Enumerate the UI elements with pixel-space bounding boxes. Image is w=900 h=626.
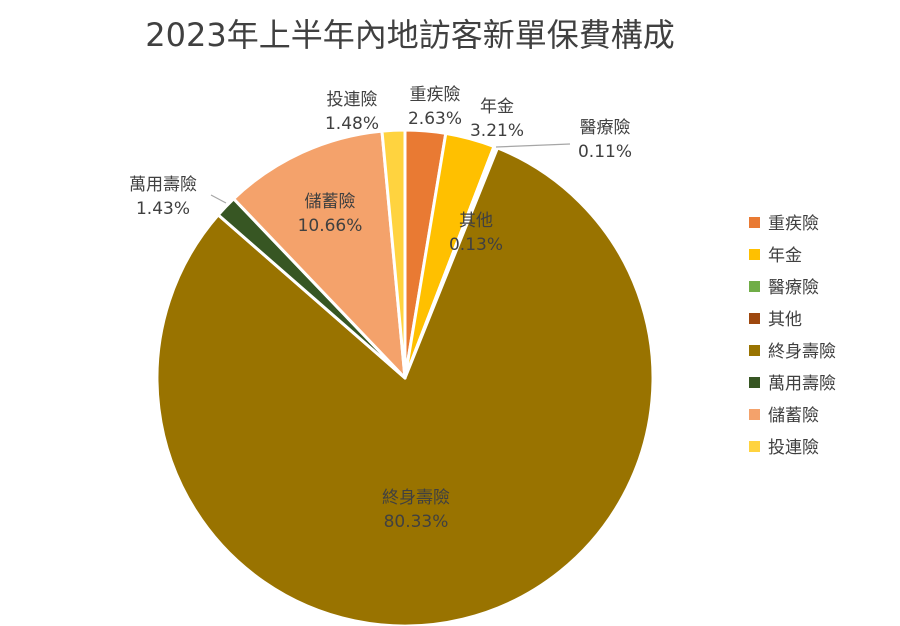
legend-swatch-0 xyxy=(749,217,760,228)
slice-label-value-1: 3.21% xyxy=(470,121,524,141)
legend-swatch-1 xyxy=(749,249,760,260)
legend-swatch-5 xyxy=(749,377,760,388)
pie-slice-4 xyxy=(155,146,655,626)
legend-swatch-6 xyxy=(749,409,760,420)
pie-slices xyxy=(155,128,655,626)
slice-label-value-4: 80.33% xyxy=(384,512,449,532)
slice-label-value-0: 2.63% xyxy=(408,109,462,129)
slice-label-name-1: 年金 xyxy=(480,97,514,117)
legend-label-6: 儲蓄險 xyxy=(768,406,819,426)
legend-label-3: 其他 xyxy=(768,310,802,330)
legend-label-4: 終身壽險 xyxy=(768,342,836,362)
slice-label-name-0: 重疾險 xyxy=(410,85,461,105)
slice-label-name-3: 其他 xyxy=(459,211,493,231)
legend-swatch-7 xyxy=(749,441,760,452)
legend-label-0: 重疾險 xyxy=(768,214,819,234)
pie-slice-7 xyxy=(380,128,407,380)
slice-label-value-7: 1.48% xyxy=(325,114,379,134)
slice-label-value-2: 0.11% xyxy=(578,142,632,162)
slice-label-value-3: 0.13% xyxy=(449,235,503,255)
slice-label-name-7: 投連險 xyxy=(327,90,378,110)
slice-label-value-5: 1.43% xyxy=(136,199,190,219)
legend-label-1: 年金 xyxy=(768,246,802,266)
leader-line-5 xyxy=(210,194,227,204)
legend-label-2: 醫療險 xyxy=(768,278,819,298)
legend-label-5: 萬用壽險 xyxy=(768,374,836,394)
legend-swatch-3 xyxy=(749,313,760,324)
legend-label-7: 投連險 xyxy=(768,438,819,458)
slice-label-value-6: 10.66% xyxy=(298,216,363,236)
data-labels: 重疾險 2.63% 年金 3.21% 醫療險 0.11% 其他 0.13% 終身壽險 80.33%… xyxy=(129,85,632,532)
slice-label-name-2: 醫療險 xyxy=(580,118,631,138)
chart-title: 2023年上半年內地訪客新單保費構成 xyxy=(145,16,674,54)
slice-label-name-4: 終身壽險 xyxy=(382,488,450,508)
leader-lines xyxy=(210,143,571,204)
legend-swatch-4 xyxy=(749,345,760,356)
slice-label-name-6: 儲蓄險 xyxy=(305,192,356,212)
leader-line-2 xyxy=(495,143,571,148)
slice-label-name-5: 萬用壽險 xyxy=(129,175,197,195)
pie-slice-6 xyxy=(232,129,407,380)
legend-swatch-2 xyxy=(749,281,760,292)
